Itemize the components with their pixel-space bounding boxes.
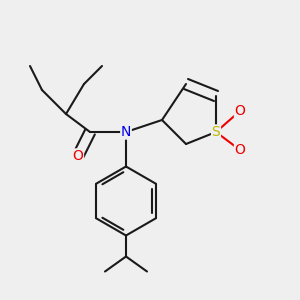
Text: O: O bbox=[235, 143, 245, 157]
Text: N: N bbox=[121, 125, 131, 139]
Text: S: S bbox=[212, 125, 220, 139]
Text: O: O bbox=[73, 149, 83, 163]
Text: O: O bbox=[235, 104, 245, 118]
